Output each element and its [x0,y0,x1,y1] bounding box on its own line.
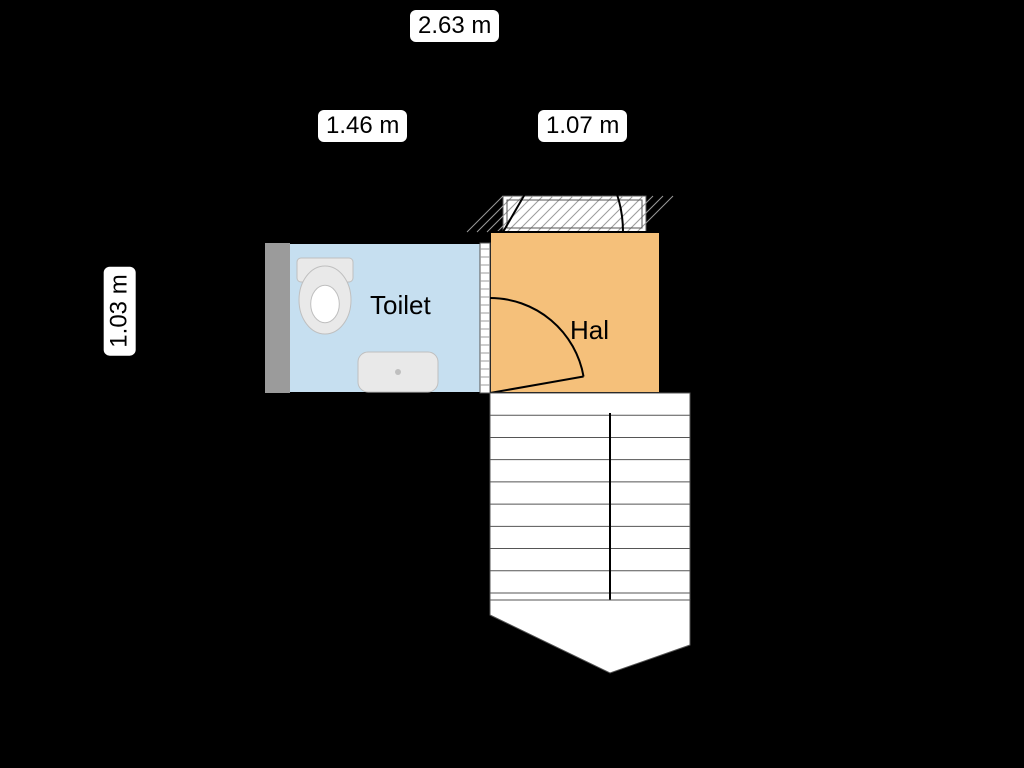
room-hal [490,232,660,393]
toilet-back-wall [265,243,290,393]
entry-door-jamb [467,196,673,232]
stairs [488,393,692,693]
dimension-hal-width: 1.07 m [538,110,627,142]
room-label-toilet: Toilet [370,290,431,321]
toilet-hal-door-jamb [480,243,490,393]
dimension-toilet-width: 1.46 m [318,110,407,142]
dimension-total-width: 2.63 m [410,10,499,42]
toilet-fixture [297,258,353,334]
floorplan-canvas [0,0,1024,768]
room-label-hal: Hal [570,315,609,346]
sink-fixture [358,352,438,392]
dimension-height: 1.03 m [104,266,136,355]
